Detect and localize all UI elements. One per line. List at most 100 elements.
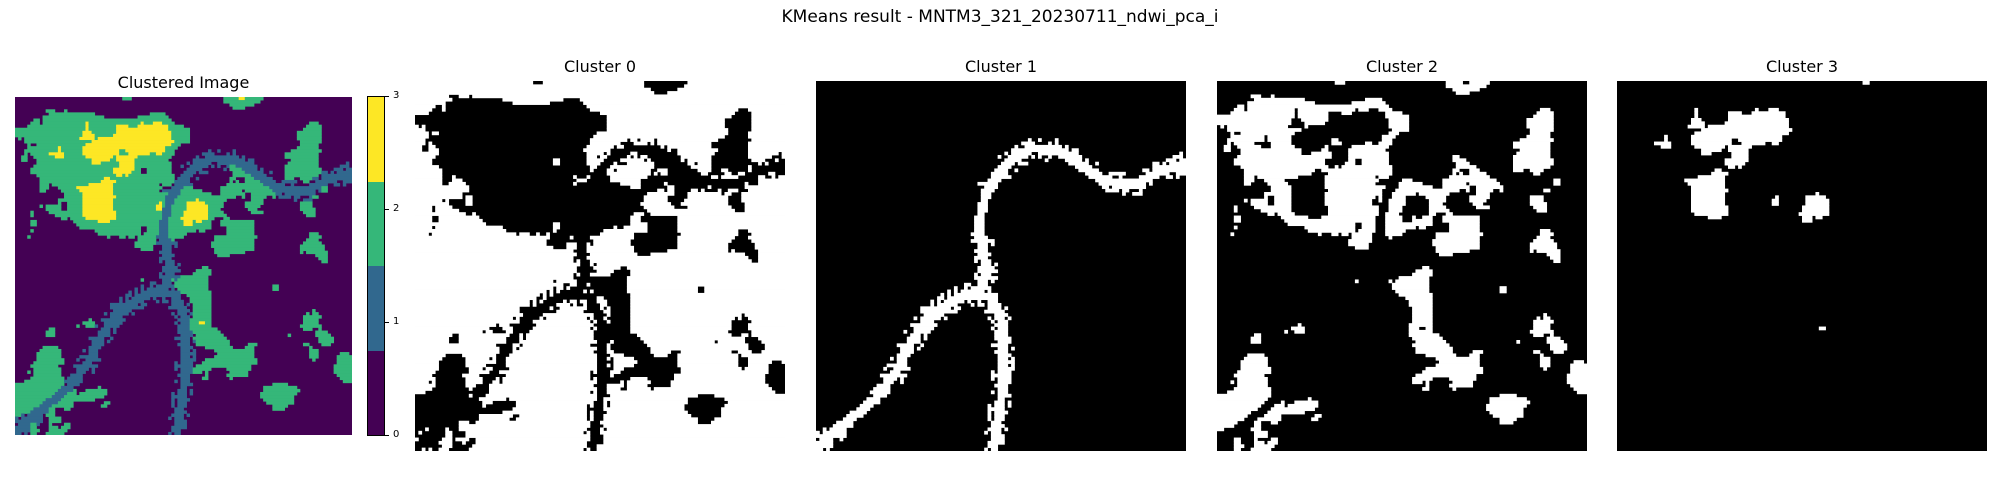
map-pixel-run <box>987 414 992 418</box>
map-pixel-run <box>758 252 785 257</box>
map-pixel-run <box>208 204 224 209</box>
map-pixel-run <box>24 152 28 156</box>
map-pixel-run <box>109 305 145 310</box>
map-pixel-run <box>415 81 534 85</box>
map-pixel-run <box>1694 114 1699 119</box>
map-pixel-run <box>1724 121 1789 126</box>
map-pixel-run <box>445 434 453 438</box>
map-pixel-run <box>113 186 163 190</box>
map-pixel-run <box>1217 417 1245 422</box>
map-pixel-run <box>226 367 252 371</box>
map-pixel-run <box>60 189 80 193</box>
map-pixel-run <box>984 430 988 435</box>
map-pixel-run <box>680 158 685 163</box>
map-pixel-run <box>1270 188 1292 193</box>
map-pixel-run <box>603 400 608 405</box>
map-pixel-run <box>1533 239 1554 243</box>
map-pixel-run <box>751 138 785 142</box>
map-pixel-run <box>657 138 719 142</box>
map-pixel-run <box>610 400 688 405</box>
map-pixel-run <box>997 360 1015 364</box>
map-pixel-run <box>589 417 594 422</box>
map-pixel-run <box>583 289 587 294</box>
map-pixel-run <box>232 106 246 110</box>
map-pixel-run <box>896 360 908 364</box>
map-pixel-run <box>1529 168 1544 173</box>
map-pixel-run <box>1254 434 1268 438</box>
map-pixel-run <box>140 247 154 252</box>
map-pixel-run <box>162 152 175 156</box>
map-pixel-run <box>937 296 945 301</box>
map-pixel-run <box>128 173 175 178</box>
map-pixel-run <box>613 363 635 368</box>
map-pixel-run <box>626 161 655 166</box>
map-pixel-run <box>201 219 212 224</box>
map-pixel-run <box>1324 198 1373 203</box>
map-pixel-run <box>768 171 776 176</box>
map-pixel-run <box>1543 313 1548 317</box>
map-pixel-run <box>721 175 739 179</box>
map-pixel-run <box>1499 417 1517 422</box>
map-pixel-run <box>606 313 611 317</box>
map-pixel-run <box>226 229 255 233</box>
map-pixel-run <box>647 208 735 213</box>
map-pixel-run <box>131 312 135 316</box>
map-pixel-run <box>1230 134 1265 139</box>
map-pixel-run <box>42 401 59 405</box>
map-pixel-run <box>1243 198 1248 203</box>
map-pixel-run <box>994 410 1009 415</box>
map-pixel-run <box>630 222 648 227</box>
map-pixel-run <box>318 327 322 331</box>
map-pixel-run <box>1728 165 1736 169</box>
map-pixel-run <box>670 383 769 388</box>
map-pixel-run <box>512 101 550 105</box>
map-pixel-run <box>82 149 120 153</box>
map-pixel-run <box>1385 212 1400 216</box>
map-pixel-run <box>748 316 785 321</box>
map-pixel-run <box>677 229 739 233</box>
map-pixel-run <box>208 210 224 215</box>
map-pixel-run <box>272 284 279 288</box>
map-pixel-run <box>1550 255 1561 260</box>
map-pixel-run <box>680 366 742 371</box>
map-pixel-run <box>462 353 497 358</box>
map-pixel-run <box>204 321 212 325</box>
map-pixel-run <box>816 447 824 451</box>
map-pixel-run <box>140 278 145 282</box>
map-pixel-run <box>171 312 175 316</box>
map-pixel-run <box>1217 403 1262 408</box>
map-pixel-run <box>778 175 785 179</box>
map-pixel-run <box>987 306 1002 311</box>
map-pixel-run <box>158 226 169 230</box>
map-pixel-run <box>583 101 785 105</box>
map-pixel-run <box>960 289 985 294</box>
map-pixel-run <box>586 104 785 109</box>
map-pixel-run <box>312 358 316 362</box>
map-pixel-run <box>214 355 255 359</box>
map-pixel-run <box>180 173 194 178</box>
map-pixel-run <box>1324 195 1376 200</box>
map-pixel-run <box>1539 229 1551 233</box>
map-pixel-run <box>174 364 194 368</box>
map-pixel-run <box>1492 414 1524 418</box>
map-pixel-run <box>964 286 968 290</box>
map-pixel-run <box>1691 188 1729 193</box>
map-pixel-run <box>630 269 785 274</box>
map-pixel-run <box>162 201 166 205</box>
map-pixel-run <box>177 398 191 402</box>
map-pixel-run <box>990 377 995 381</box>
map-pixel-run <box>1217 400 1265 405</box>
map-pixel-run <box>415 363 439 368</box>
map-pixel-run <box>751 329 785 334</box>
map-pixel-run <box>1513 144 1551 149</box>
map-pixel-run <box>1270 407 1315 412</box>
map-pixel-run <box>116 173 123 178</box>
map-pixel-run <box>415 165 439 169</box>
map-pixel-run <box>244 176 255 181</box>
map-pixel-run <box>1017 161 1029 166</box>
map-pixel-run <box>1331 232 1339 237</box>
map-pixel-run <box>116 127 169 132</box>
map-pixel-run <box>183 210 209 215</box>
map-pixel-run <box>174 410 187 414</box>
map-pixel-run <box>244 204 261 209</box>
